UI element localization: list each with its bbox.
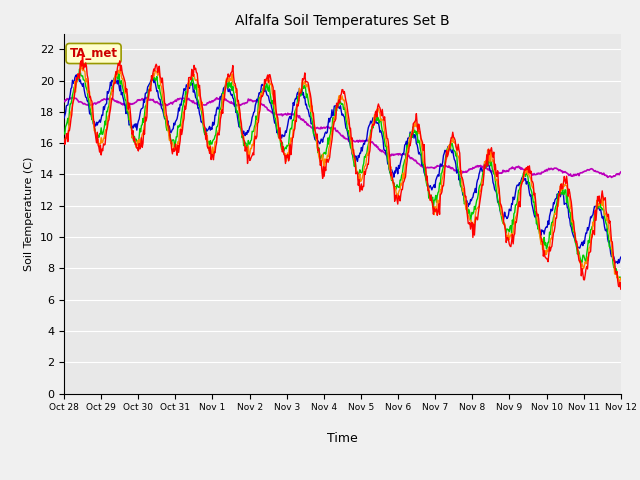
Text: TA_met: TA_met: [70, 47, 118, 60]
X-axis label: Time: Time: [327, 432, 358, 445]
Legend: -2cm, -4cm, -8cm, -16cm, -32cm: -2cm, -4cm, -8cm, -16cm, -32cm: [138, 479, 547, 480]
Title: Alfalfa Soil Temperatures Set B: Alfalfa Soil Temperatures Set B: [235, 14, 450, 28]
Y-axis label: Soil Temperature (C): Soil Temperature (C): [24, 156, 35, 271]
